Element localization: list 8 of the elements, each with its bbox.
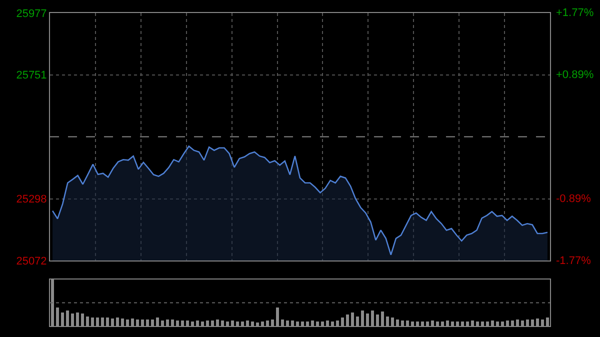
y-tick-label: 25977 <box>16 8 47 20</box>
y2-tick-label: -0.89% <box>556 193 592 205</box>
y-tick-label: 25751 <box>16 70 47 82</box>
y2-tick-label: +0.89% <box>556 69 594 81</box>
y2-tick-label: +1.77% <box>556 7 594 19</box>
y-tick-label: 25298 <box>16 194 47 206</box>
y-tick-label: 25072 <box>16 255 47 268</box>
y2-tick-label: -1.77% <box>556 255 592 267</box>
